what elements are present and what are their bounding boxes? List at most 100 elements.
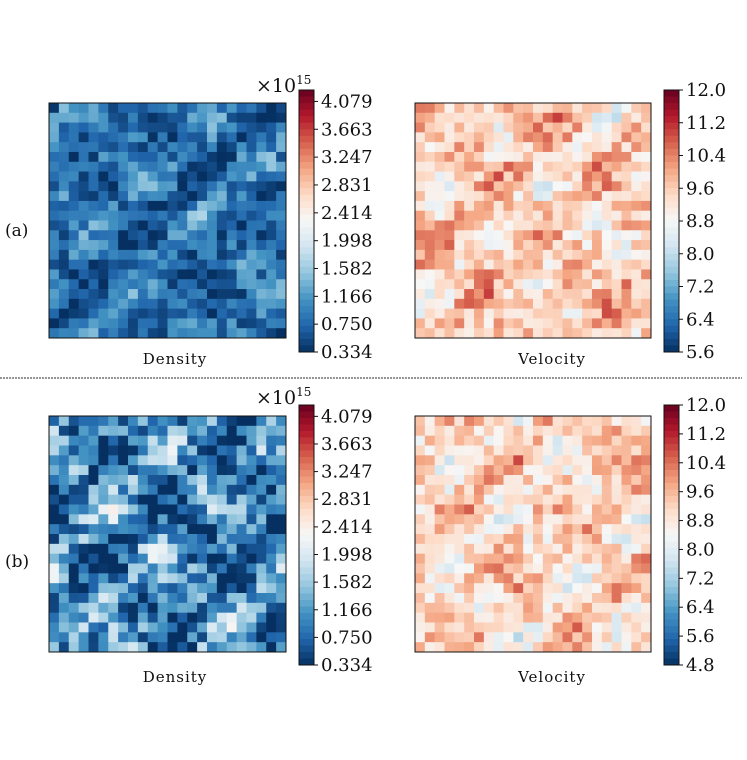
heatmap-cell [98, 269, 109, 280]
heatmap-cell [226, 642, 238, 653]
heatmap-cell [226, 181, 238, 192]
heatmap-cell [552, 612, 563, 623]
heatmap-cell [415, 514, 426, 525]
heatmap-cell [454, 308, 465, 319]
heatmap-cell [562, 504, 573, 515]
colorbar-segment [299, 639, 314, 646]
heatmap-cell [631, 122, 642, 133]
heatmap-cell [582, 122, 593, 133]
heatmap-cell [216, 132, 228, 143]
heatmap-cell [434, 181, 445, 192]
heatmap-cell [572, 210, 583, 221]
heatmap-cell [562, 308, 573, 319]
heatmap-cell [98, 112, 109, 123]
heatmap-cell [582, 425, 593, 437]
heatmap-cell [266, 161, 277, 172]
heatmap-cell [434, 210, 445, 221]
heatmap-cell [167, 543, 178, 555]
heatmap-cell [641, 220, 652, 231]
heatmap-cell [49, 602, 60, 614]
heatmap-cell [444, 514, 455, 525]
heatmap-cell [621, 632, 632, 643]
heatmap-cell [128, 132, 139, 143]
density-caption-b: Density [143, 668, 208, 686]
heatmap-cell [226, 249, 238, 261]
heatmap-cell [177, 602, 188, 614]
heatmap-cell [562, 328, 573, 339]
colorbar-segment [299, 424, 314, 432]
heatmap-cell [137, 465, 149, 476]
heatmap-cell [641, 142, 652, 153]
heatmap-cell [503, 171, 514, 182]
heatmap-cell [601, 249, 613, 261]
heatmap-cell [276, 328, 287, 339]
colorbar-segment [664, 260, 679, 268]
colorbar-tick-label: 1.582 [321, 259, 373, 280]
heatmap-cell [246, 240, 257, 251]
heatmap-cell [137, 230, 149, 241]
heatmap-cell [266, 142, 277, 153]
heatmap-cell [246, 328, 257, 339]
colorbar-segment [299, 214, 314, 222]
heatmap-cell [424, 279, 436, 290]
heatmap-cell [434, 543, 445, 555]
heatmap-cell [582, 612, 593, 623]
heatmap-cell [631, 455, 642, 466]
heatmap-cell [118, 279, 129, 290]
heatmap-cell [542, 151, 554, 163]
heatmap-cell [256, 445, 267, 456]
heatmap-cell [207, 622, 218, 633]
heatmap-cell [562, 259, 573, 270]
heatmap-cell [266, 259, 277, 270]
heatmap-cell [177, 308, 188, 319]
heatmap-cell [503, 191, 514, 202]
heatmap-cell [454, 289, 465, 300]
heatmap-cell [226, 484, 238, 496]
heatmap-cell [611, 112, 622, 123]
heatmap-cell [621, 504, 632, 515]
heatmap-cell [631, 103, 642, 114]
heatmap-cell [434, 103, 445, 114]
heatmap-cell [256, 602, 267, 614]
heatmap-cell [621, 200, 632, 212]
heatmap-cell [513, 494, 524, 505]
heatmap-cell [216, 210, 228, 221]
heatmap-cell [187, 445, 198, 456]
row-label-a: (a) [5, 221, 28, 241]
heatmap-cell [552, 230, 563, 241]
colorbar-segment [664, 639, 679, 646]
heatmap-cell [621, 328, 632, 339]
heatmap-cell [177, 151, 188, 163]
heatmap-cell [147, 573, 159, 584]
heatmap-cell [572, 534, 583, 545]
heatmap-cell [641, 279, 652, 290]
heatmap-cell [454, 484, 465, 496]
heatmap-cell [276, 308, 287, 319]
heatmap-cell [98, 416, 109, 427]
heatmap-cell [266, 455, 277, 466]
heatmap-cell [98, 151, 109, 163]
heatmap-cell [137, 103, 149, 114]
heatmap-cell [631, 181, 642, 192]
heatmap-cell [464, 465, 475, 476]
heatmap-cell [246, 132, 257, 143]
heatmap-cell [256, 524, 267, 535]
heatmap-cell [216, 171, 228, 182]
heatmap-cell [108, 122, 119, 133]
heatmap-cell [464, 279, 475, 290]
heatmap-cell [415, 465, 426, 476]
colorbar-segment [664, 463, 679, 471]
heatmap-cell [552, 318, 563, 329]
colorbar-segment [664, 535, 679, 542]
heatmap-cell [552, 181, 563, 192]
heatmap-cell [454, 328, 465, 339]
heatmap-cell [464, 318, 475, 329]
heatmap-cell [49, 455, 60, 466]
heatmap-cell [464, 484, 475, 496]
heatmap-cell [118, 161, 129, 172]
heatmap-cell [58, 583, 70, 594]
heatmap-cell [533, 543, 544, 555]
heatmap-cell [88, 484, 99, 496]
heatmap-cell [592, 543, 603, 555]
